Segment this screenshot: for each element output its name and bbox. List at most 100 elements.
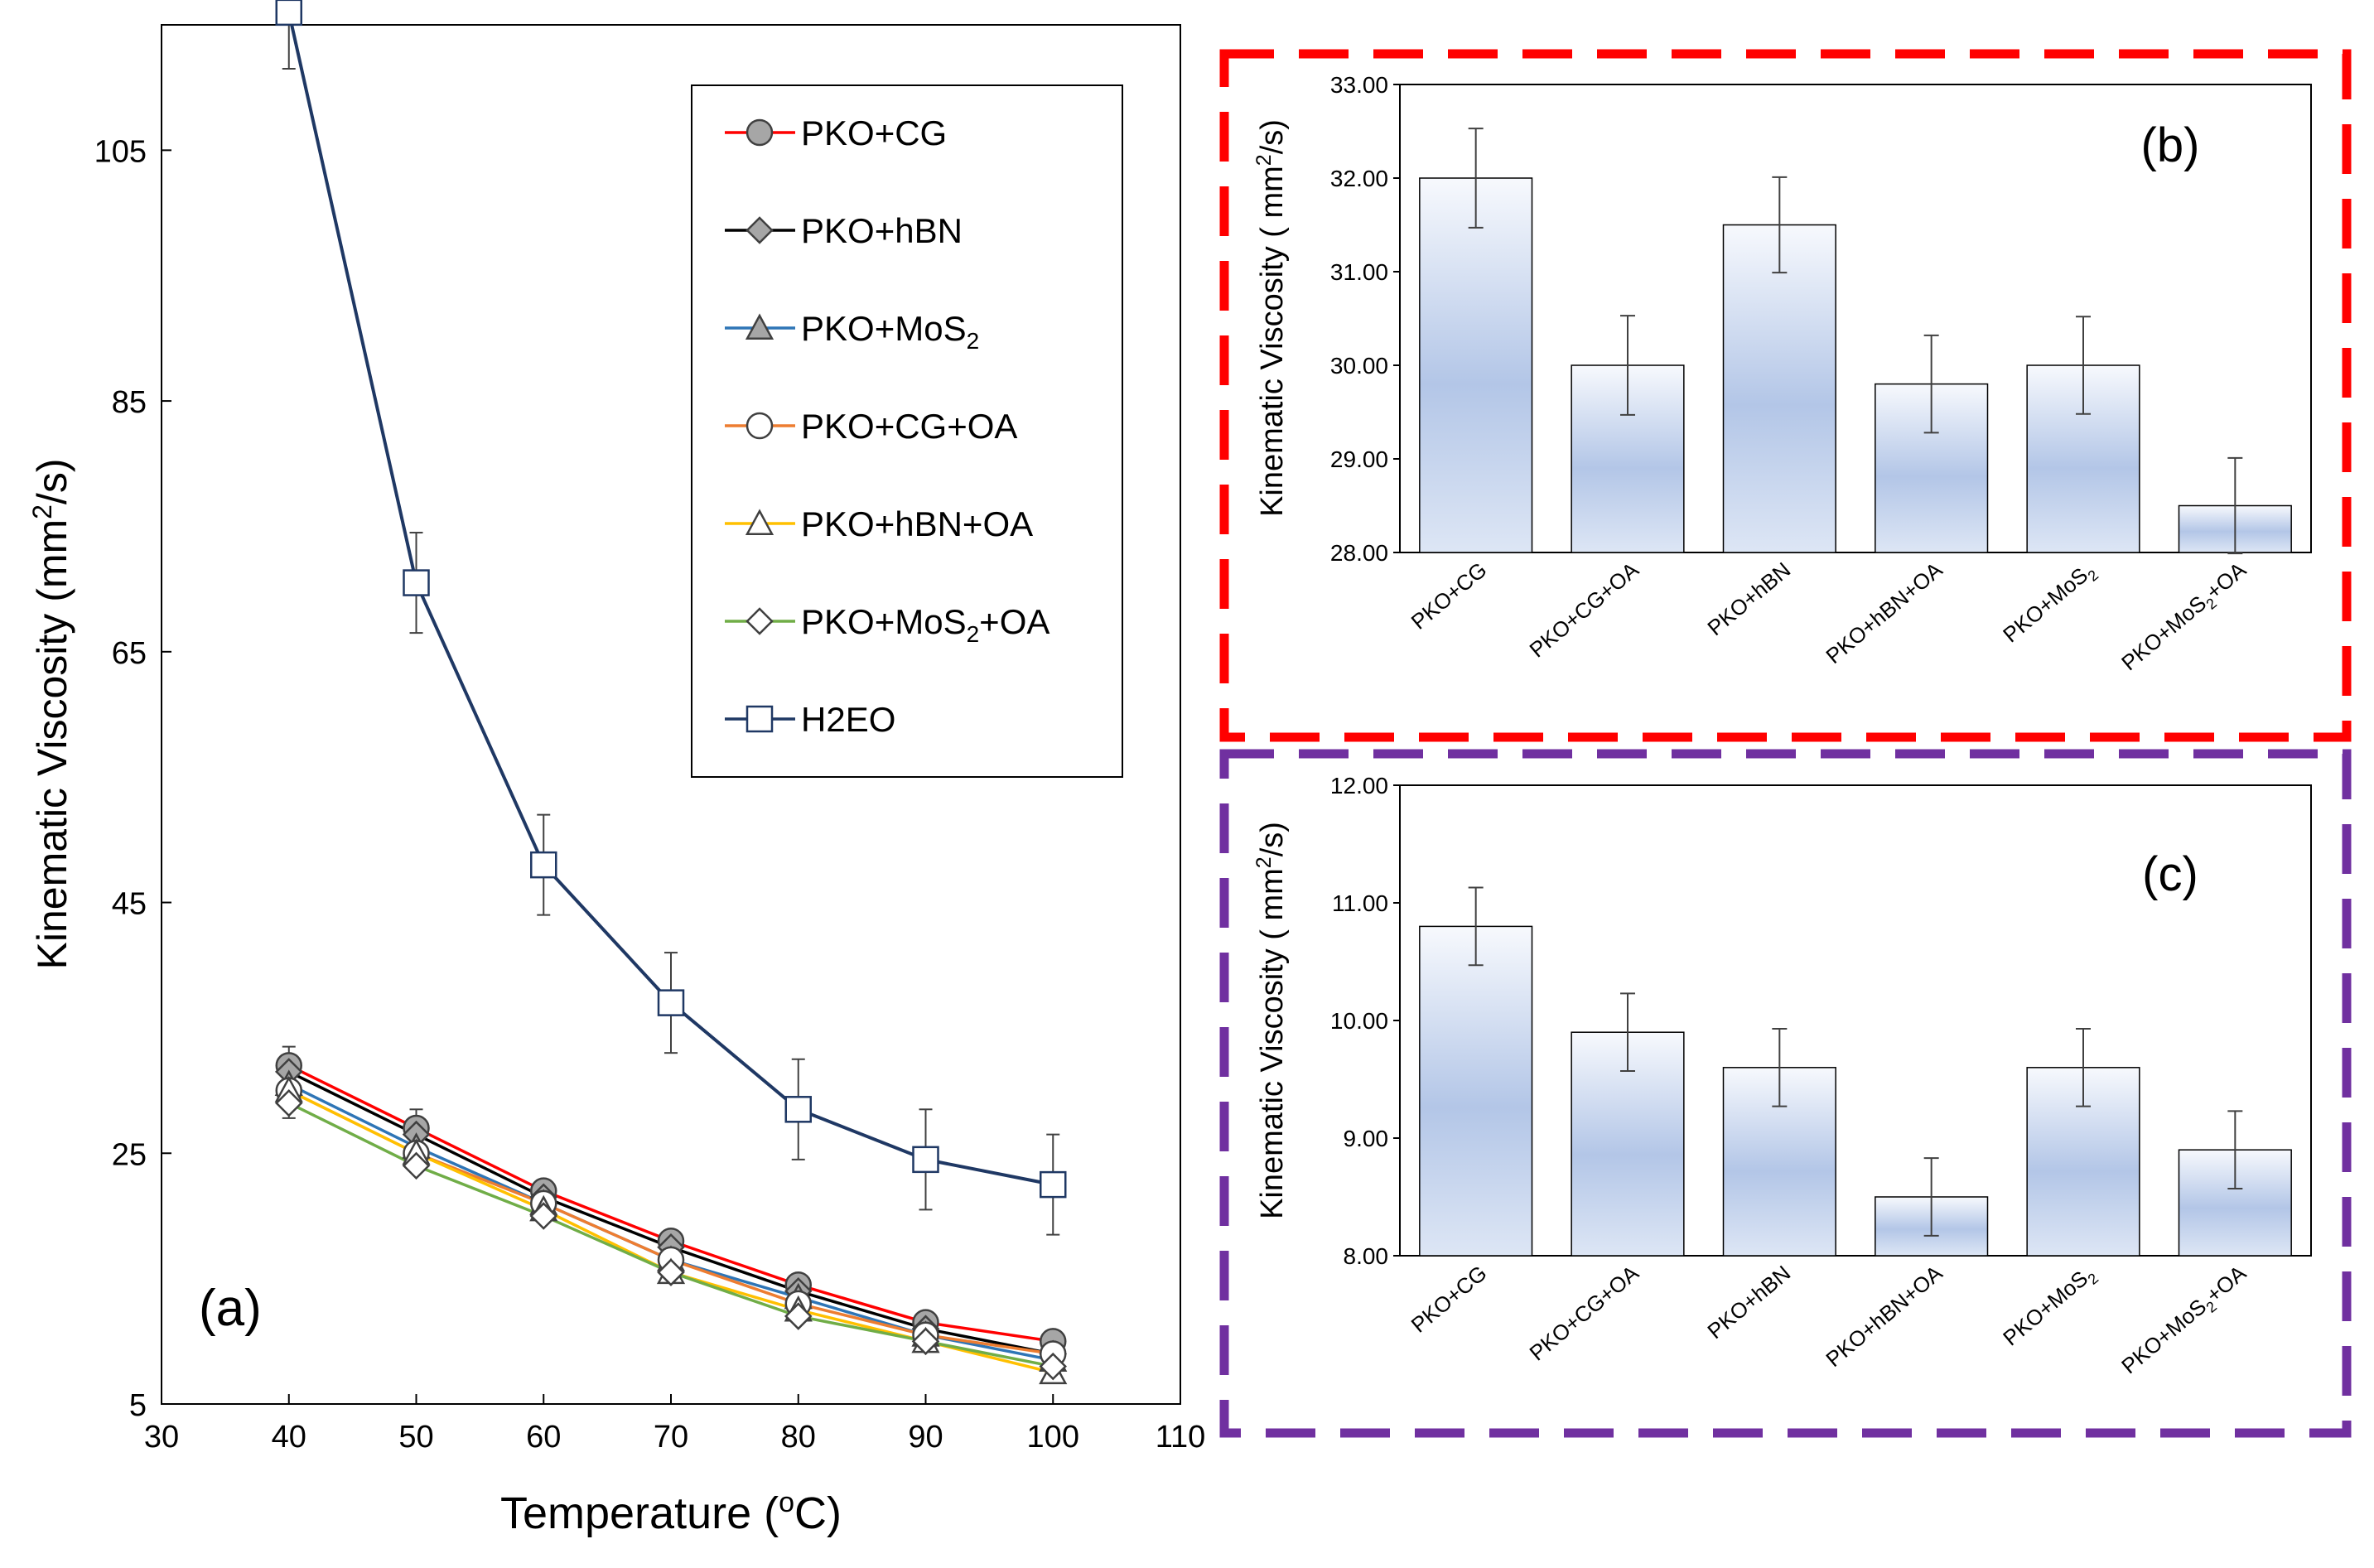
x-tick-label-c-pko-mos2-oa: PKO+MoS2+OA	[2116, 1260, 2254, 1382]
plot-area-c	[1399, 784, 2312, 1257]
legend-label-main: H2EO	[801, 700, 895, 739]
legend-label-pko-hbn: PKO+hBN	[801, 211, 963, 250]
y-tick-label-a-45: 45	[112, 887, 147, 922]
marker-pko-mos2-oa-40	[274, 1088, 303, 1117]
bars-c	[1419, 886, 2292, 1257]
y-tick-label-c-8.00: 8.00	[1344, 1243, 1389, 1269]
panel-label-b: (b)	[2141, 118, 2200, 172]
frame-b	[1219, 49, 2352, 742]
x-tick-label-a-50: 50	[398, 1420, 433, 1455]
x-tick-label-c-pko-cg: PKO+CG	[1407, 1261, 1492, 1338]
x-axis-title-a: Temperature (oC)	[500, 1487, 842, 1538]
y-tick-label-c-11.00: 11.00	[1332, 890, 1388, 916]
legend-label-main: PKO+CG+OA	[801, 407, 1017, 446]
legend-label-pko-cg: PKO+CG	[801, 113, 947, 152]
y-tick-label-a-5: 5	[129, 1388, 147, 1423]
x-tick-label-b-pko-mos2-oa: PKO+MoS2+OA	[2116, 557, 2254, 678]
x-tick-label-b-pko-cg: PKO+CG	[1407, 557, 1492, 634]
marker-pko-mos2-oa-80	[784, 1302, 813, 1330]
y-tick-label-b-28.00: 28.00	[1330, 540, 1388, 566]
marker-h2eo-100	[1040, 1170, 1067, 1199]
y-tick-label-b-31.00: 31.00	[1330, 259, 1388, 285]
x-tick-label-c-pko-hbn-oa: PKO+hBN+OA	[1821, 1260, 1947, 1372]
marker-h2eo-50	[403, 569, 430, 596]
y-tick-label-c-9.00: 9.00	[1344, 1126, 1389, 1151]
y-tick-label-a-25: 25	[112, 1137, 147, 1172]
x-tick-label-b-pko-hbn-oa: PKO+hBN+OA	[1821, 557, 1947, 668]
panel-a-line-chart: 5 25 45 65 85 105 30 40 50 60 70 80 90 100 110 (a) Ki…	[27, 0, 1205, 1538]
legend-label-h2eo: H2EO	[801, 700, 895, 739]
legend-marker-pko-cg-oa	[745, 412, 774, 440]
legend-label-suffix: +OA	[979, 602, 1049, 641]
y-tick-label-c-10.00: 10.00	[1330, 1008, 1388, 1034]
legend-label-main: PKO+MoS	[801, 309, 967, 348]
series-group-a	[274, 0, 1068, 1385]
legend-label-pko-mos2-oa: PKO+MoS2+OA	[801, 602, 1049, 647]
x-tick-label-a-70: 70	[654, 1420, 688, 1455]
marker-h2eo-80	[784, 1096, 812, 1123]
x-tick-label-a-30: 30	[144, 1420, 179, 1455]
y-tick-label-a-105: 105	[94, 134, 147, 169]
category-label-main: PKO+hBN+OA	[1821, 1260, 1947, 1372]
legend-label-pko-mos2: PKO+MoS2	[801, 309, 979, 354]
x-tick-label-a-80: 80	[781, 1420, 816, 1455]
panel-label-c: (c)	[2142, 847, 2198, 901]
category-label-main: PKO+hBN	[1702, 1261, 1795, 1344]
category-label-main: PKO+hBN+OA	[1821, 557, 1947, 668]
legend-marker-pko-mos2-oa	[745, 607, 774, 635]
legend-label-subscript: 2	[967, 328, 980, 354]
x-tick-label-a-40: 40	[272, 1420, 306, 1455]
y-tick-label-c-12.00: 12.00	[1330, 773, 1388, 798]
y-tick-label-b-33.00: 33.00	[1330, 72, 1388, 98]
panel-label-a: (a)	[199, 1280, 262, 1337]
marker-pko-mos2-oa-90	[911, 1327, 940, 1356]
legend-label-main: PKO+MoS	[801, 602, 967, 641]
y-axis-title-c: Kinematic Viscosity ( mm2/s)	[1252, 822, 1290, 1219]
category-label-main: PKO+CG	[1407, 1261, 1492, 1338]
x-tick-label-c-pko-hbn: PKO+hBN	[1702, 1261, 1795, 1344]
y-tick-label-b-29.00: 29.00	[1330, 446, 1388, 472]
bar-b-pko-cg	[1419, 177, 1533, 553]
frame-c	[1219, 749, 2352, 1438]
x-tick-label-b-pko-cg-oa: PKO+CG+OA	[1525, 557, 1644, 662]
x-tick-label-c-pko-cg-oa: PKO+CG+OA	[1525, 1260, 1644, 1365]
x-tick-label-a-90: 90	[908, 1420, 943, 1455]
category-label-main: PKO+CG	[1407, 557, 1492, 634]
x-axis-ticks-c: PKO+CG PKO+CG+OA PKO+hBN PKO+hBN+OA PKO+MoS2…	[1407, 1260, 2254, 1382]
category-label-main: PKO+MoS	[1998, 1266, 2092, 1350]
marker-pko-mos2-oa-100	[1039, 1352, 1068, 1381]
bars-b	[1419, 128, 2292, 555]
x-tick-label-a-110: 110	[1156, 1420, 1206, 1455]
category-label-main: PKO+MoS	[1998, 562, 2092, 647]
x-tick-label-a-100: 100	[1027, 1420, 1079, 1455]
legend-marker-h2eo	[745, 705, 774, 733]
y-tick-label-a-85: 85	[112, 385, 147, 420]
legend-label-main: PKO+CG	[801, 113, 947, 152]
y-axis-title-a: Kinematic Viscosity (mm2/s)	[27, 459, 75, 970]
legend-label-subscript: 2	[967, 621, 980, 647]
x-axis-ticks-a: 30 40 50 60 70 80 90 100 110	[144, 1394, 1205, 1455]
category-label-main: PKO+CG+OA	[1525, 1260, 1644, 1365]
legend-marker-pko-cg	[745, 118, 774, 147]
legend-marker-pko-hbn	[745, 216, 774, 244]
marker-h2eo-60	[530, 851, 557, 879]
category-label-main: PKO+MoS	[2116, 1294, 2211, 1378]
category-label-main: PKO+CG+OA	[1525, 557, 1644, 662]
legend-label-pko-cg-oa: PKO+CG+OA	[801, 407, 1017, 446]
marker-h2eo-70	[657, 989, 685, 1016]
y-tick-label-b-30.00: 30.00	[1330, 353, 1388, 379]
category-label-main: PKO+MoS	[2116, 591, 2211, 675]
legend-marker-pko-mos2	[745, 313, 774, 340]
marker-h2eo-40	[275, 0, 302, 27]
x-tick-label-b-pko-mos2: PKO+MoS2	[1998, 557, 2101, 651]
legend-marker-pko-hbn-oa	[745, 509, 774, 535]
bar-b-pko-hbn	[1722, 224, 1836, 553]
x-tick-label-b-pko-hbn: PKO+hBN	[1702, 557, 1795, 641]
category-label-main: PKO+hBN	[1702, 557, 1795, 641]
y-axis-title-b: Kinematic Viscosity ( mm2/s)	[1252, 119, 1290, 517]
x-tick-label-a-60: 60	[526, 1420, 561, 1455]
legend-a: PKO+CGPKO+hBNPKO+MoS2PKO+CG+OAPKO+hBN+OA…	[691, 84, 1123, 778]
